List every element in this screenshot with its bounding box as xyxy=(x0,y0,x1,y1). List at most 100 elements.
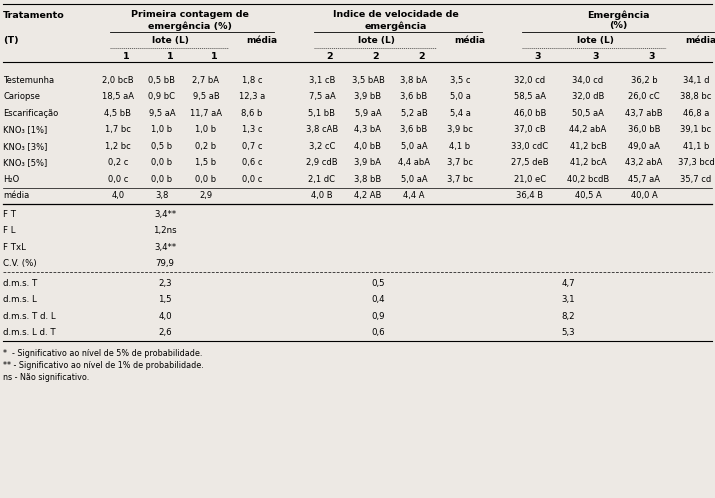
Text: 5,4 a: 5,4 a xyxy=(450,109,470,118)
Text: 1,0 b: 1,0 b xyxy=(195,125,217,134)
Text: 0,0 c: 0,0 c xyxy=(242,175,262,184)
Text: média: média xyxy=(686,36,715,45)
Text: 4,1 b: 4,1 b xyxy=(450,142,470,151)
Text: 45,7 aA: 45,7 aA xyxy=(628,175,660,184)
Text: Indice de velocidade de: Indice de velocidade de xyxy=(333,10,459,19)
Text: 40,0 A: 40,0 A xyxy=(631,191,657,200)
Text: média: média xyxy=(247,36,277,45)
Text: 3,8 bB: 3,8 bB xyxy=(355,175,382,184)
Text: 5,2 aB: 5,2 aB xyxy=(400,109,428,118)
Text: 5,0 aA: 5,0 aA xyxy=(400,175,428,184)
Text: 0,5: 0,5 xyxy=(371,279,385,288)
Text: 38,8 bc: 38,8 bc xyxy=(680,92,711,101)
Text: 0,9 bC: 0,9 bC xyxy=(149,92,175,101)
Text: Emergência: Emergência xyxy=(587,10,649,19)
Text: 3,5 bAB: 3,5 bAB xyxy=(352,76,385,85)
Text: 4,0: 4,0 xyxy=(158,312,172,321)
Text: 26,0 cC: 26,0 cC xyxy=(628,92,660,101)
Text: 36,2 b: 36,2 b xyxy=(631,76,657,85)
Text: 37,3 bcd: 37,3 bcd xyxy=(678,158,714,167)
Text: 0,0 c: 0,0 c xyxy=(108,175,128,184)
Text: 0,5 b: 0,5 b xyxy=(152,142,172,151)
Text: F TxL: F TxL xyxy=(3,243,26,252)
Text: 4,2 AB: 4,2 AB xyxy=(355,191,382,200)
Text: 34,0 cd: 34,0 cd xyxy=(573,76,603,85)
Text: 0,9: 0,9 xyxy=(371,312,385,321)
Text: 79,9: 79,9 xyxy=(156,259,174,268)
Text: KNO₃ [3%]: KNO₃ [3%] xyxy=(3,142,47,151)
Text: 2,7 bA: 2,7 bA xyxy=(192,76,220,85)
Text: d.m.s. T: d.m.s. T xyxy=(3,279,37,288)
Text: 4,4 abA: 4,4 abA xyxy=(398,158,430,167)
Text: 58,5 aA: 58,5 aA xyxy=(514,92,546,101)
Text: 50,5 aA: 50,5 aA xyxy=(572,109,604,118)
Text: 1: 1 xyxy=(211,52,217,61)
Text: Escarificação: Escarificação xyxy=(3,109,58,118)
Text: 3,9 bc: 3,9 bc xyxy=(447,125,473,134)
Text: 0,0 b: 0,0 b xyxy=(152,175,172,184)
Text: 5,0 aA: 5,0 aA xyxy=(400,142,428,151)
Text: *  - Significativo ao nível de 5% de probabilidade.: * - Significativo ao nível de 5% de prob… xyxy=(3,349,202,358)
Text: 32,0 cd: 32,0 cd xyxy=(514,76,546,85)
Text: 1,0 b: 1,0 b xyxy=(152,125,172,134)
Text: (T): (T) xyxy=(3,36,19,45)
Text: 41,1 b: 41,1 b xyxy=(683,142,709,151)
Text: 4,5 bB: 4,5 bB xyxy=(104,109,132,118)
Text: 8,2: 8,2 xyxy=(561,312,575,321)
Text: 2,3: 2,3 xyxy=(158,279,172,288)
Text: 2: 2 xyxy=(373,52,380,61)
Text: lote (L): lote (L) xyxy=(576,36,613,45)
Text: 3,1 cB: 3,1 cB xyxy=(309,76,335,85)
Text: 3,4**: 3,4** xyxy=(154,210,176,219)
Text: 3,4**: 3,4** xyxy=(154,243,176,252)
Text: 2,6: 2,6 xyxy=(158,328,172,337)
Text: 1,8 c: 1,8 c xyxy=(242,76,262,85)
Text: 34,1 d: 34,1 d xyxy=(683,76,709,85)
Text: 9,5 aB: 9,5 aB xyxy=(192,92,220,101)
Text: ** - Significativo ao nível de 1% de probabilidade.: ** - Significativo ao nível de 1% de pro… xyxy=(3,361,204,370)
Text: 2: 2 xyxy=(327,52,333,61)
Text: 5,9 aA: 5,9 aA xyxy=(355,109,381,118)
Text: F L: F L xyxy=(3,226,16,235)
Text: 1: 1 xyxy=(167,52,173,61)
Text: 27,5 deB: 27,5 deB xyxy=(511,158,549,167)
Text: 36,0 bB: 36,0 bB xyxy=(628,125,660,134)
Text: 3,9 bA: 3,9 bA xyxy=(355,158,382,167)
Text: 0,6 c: 0,6 c xyxy=(242,158,262,167)
Text: 3: 3 xyxy=(649,52,655,61)
Text: 12,3 a: 12,3 a xyxy=(239,92,265,101)
Text: média: média xyxy=(455,36,485,45)
Text: 9,5 aA: 9,5 aA xyxy=(149,109,175,118)
Text: 44,2 abA: 44,2 abA xyxy=(569,125,606,134)
Text: 4,0 bB: 4,0 bB xyxy=(355,142,382,151)
Text: 2,9: 2,9 xyxy=(199,191,212,200)
Text: 3,9 bB: 3,9 bB xyxy=(355,92,382,101)
Text: 36,4 B: 36,4 B xyxy=(516,191,543,200)
Text: KNO₃ [1%]: KNO₃ [1%] xyxy=(3,125,47,134)
Text: emergência (%): emergência (%) xyxy=(148,21,232,30)
Text: 39,1 bc: 39,1 bc xyxy=(681,125,711,134)
Text: 41,2 bcA: 41,2 bcA xyxy=(570,158,606,167)
Text: d.m.s. L d. T: d.m.s. L d. T xyxy=(3,328,56,337)
Text: média: média xyxy=(3,191,29,200)
Text: 0,4: 0,4 xyxy=(371,295,385,304)
Text: 1,7 bc: 1,7 bc xyxy=(105,125,131,134)
Text: 3,8: 3,8 xyxy=(155,191,169,200)
Text: 3: 3 xyxy=(535,52,541,61)
Text: 0,7 c: 0,7 c xyxy=(242,142,262,151)
Text: 32,0 dB: 32,0 dB xyxy=(572,92,604,101)
Text: 1,5 b: 1,5 b xyxy=(195,158,217,167)
Text: 3,5 c: 3,5 c xyxy=(450,76,470,85)
Text: 1,2 bc: 1,2 bc xyxy=(105,142,131,151)
Text: d.m.s. L: d.m.s. L xyxy=(3,295,36,304)
Text: 0,2 b: 0,2 b xyxy=(195,142,217,151)
Text: 3,1: 3,1 xyxy=(561,295,575,304)
Text: ns - Não significativo.: ns - Não significativo. xyxy=(3,373,89,381)
Text: 4,4 A: 4,4 A xyxy=(403,191,425,200)
Text: Tratamento: Tratamento xyxy=(3,11,65,20)
Text: F T: F T xyxy=(3,210,16,219)
Text: 3,6 bB: 3,6 bB xyxy=(400,92,428,101)
Text: H₂O: H₂O xyxy=(3,175,19,184)
Text: 3,2 cC: 3,2 cC xyxy=(309,142,335,151)
Text: lote (L): lote (L) xyxy=(358,36,395,45)
